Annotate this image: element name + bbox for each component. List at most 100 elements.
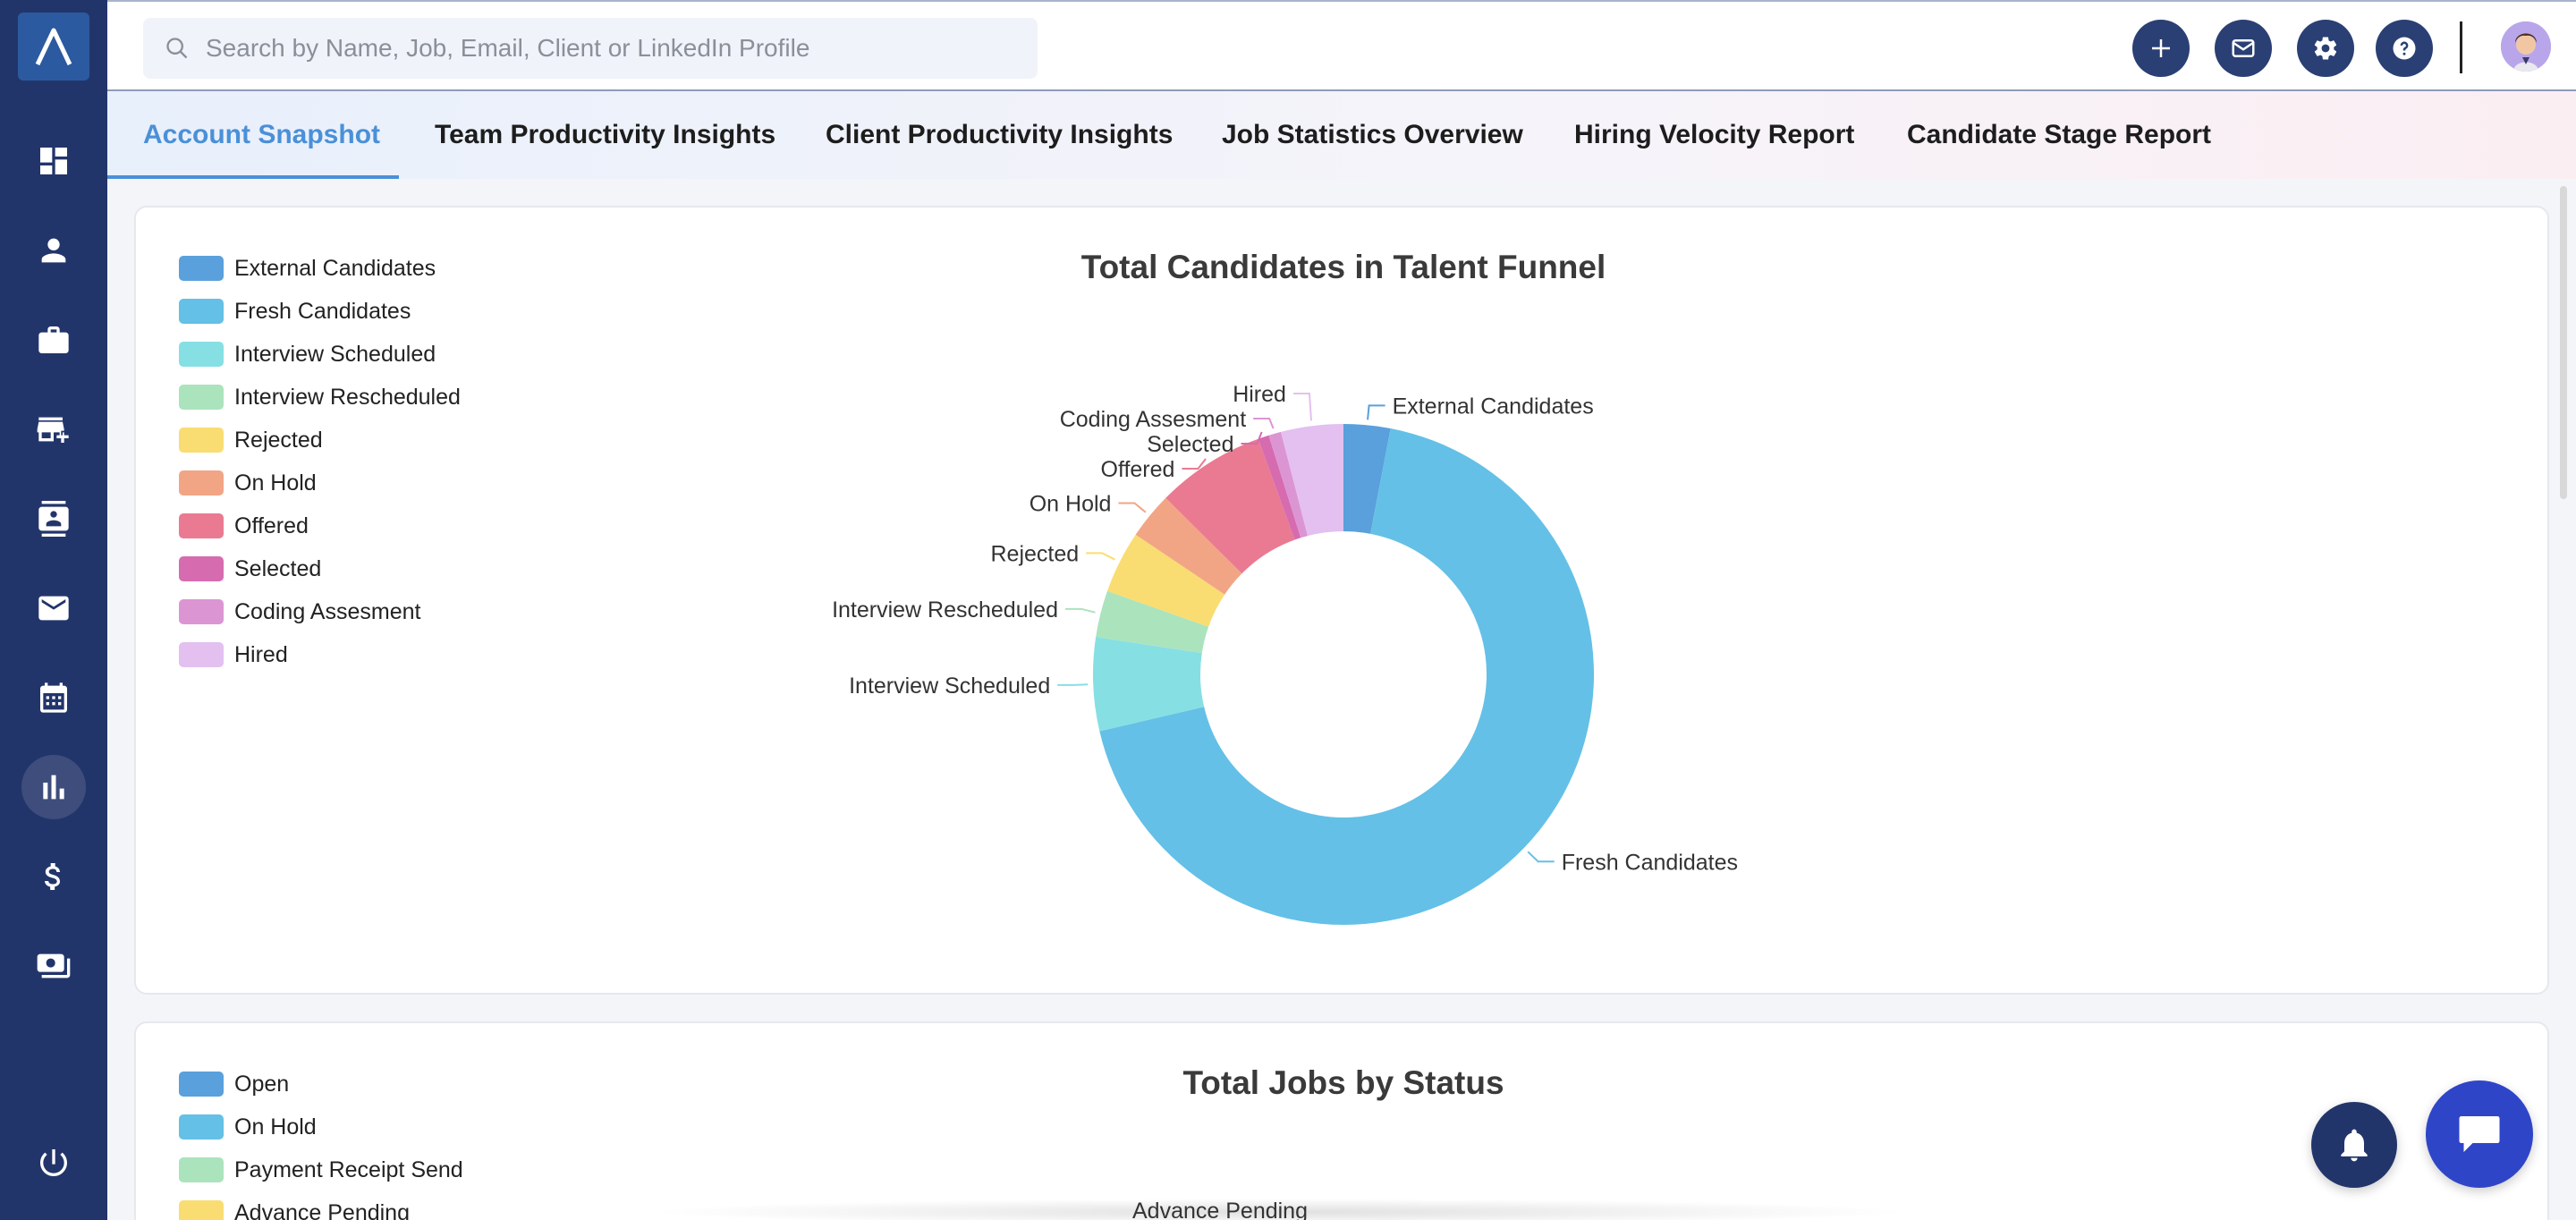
- legend-label: External Candidates: [234, 255, 436, 281]
- legend-item-rejected[interactable]: Rejected: [179, 419, 461, 462]
- chat-icon: [2459, 1116, 2500, 1152]
- mail-button[interactable]: [2215, 20, 2272, 77]
- slice-offered[interactable]: [1165, 438, 1295, 574]
- slice-coding-assesment[interactable]: [1268, 431, 1309, 538]
- slice-external-candidates[interactable]: [1343, 424, 1391, 534]
- settings-button[interactable]: [2297, 20, 2354, 77]
- report-tabs: Account Snapshot Team Productivity Insig…: [107, 91, 2576, 179]
- slice-fresh-candidates[interactable]: [1099, 428, 1594, 925]
- legend-item-open[interactable]: Open: [179, 1063, 463, 1106]
- legend-swatch: [179, 299, 224, 324]
- user-avatar[interactable]: [2501, 21, 2551, 72]
- avatar-icon: [2501, 21, 2551, 72]
- legend-label: Advance Pending: [234, 1199, 410, 1220]
- tab-account-snapshot[interactable]: Account Snapshot: [143, 120, 381, 149]
- page-scrollbar[interactable]: [2560, 186, 2569, 1215]
- global-search[interactable]: [143, 18, 1038, 79]
- legend-item-fresh-candidates[interactable]: Fresh Candidates: [179, 290, 461, 333]
- legend-item-on-hold[interactable]: On Hold: [179, 462, 461, 504]
- legend-item-payment-receipt-send[interactable]: Payment Receipt Send: [179, 1148, 463, 1191]
- sidebar-contacts-icon[interactable]: [21, 487, 86, 551]
- slice-label-fresh-candidates: Fresh Candidates: [1562, 850, 1738, 875]
- legend-swatch: [179, 642, 224, 667]
- legend-item-interview-rescheduled[interactable]: Interview Rescheduled: [179, 376, 461, 419]
- scroll-thumb[interactable]: [2560, 186, 2567, 499]
- chart-shadow: [644, 1199, 1914, 1220]
- legend-label: Interview Scheduled: [234, 341, 436, 367]
- legend-label: Fresh Candidates: [234, 298, 411, 324]
- talent-funnel-legend: External Candidates Fresh Candidates Inter…: [179, 247, 461, 676]
- legend-swatch: [179, 1157, 224, 1182]
- add-button[interactable]: [2132, 20, 2190, 77]
- legend-item-on-hold[interactable]: On Hold: [179, 1106, 463, 1148]
- chat-button[interactable]: [2426, 1080, 2533, 1188]
- sidebar-reports-icon[interactable]: [21, 755, 86, 819]
- leader-line-external-candidates: [1367, 404, 1385, 420]
- legend-item-selected[interactable]: Selected: [179, 547, 461, 590]
- legend-item-external-candidates[interactable]: External Candidates: [179, 247, 461, 290]
- slice-rejected[interactable]: [1106, 534, 1225, 627]
- jobs-status-legend: Open On Hold Payment Receipt Send Advance P…: [179, 1063, 463, 1220]
- plus-icon: [2152, 39, 2170, 57]
- tab-client-productivity-insights[interactable]: Client Productivity Insights: [826, 120, 1174, 149]
- sidebar-logout-icon[interactable]: [21, 1131, 86, 1195]
- leader-line-interview-scheduled: [1057, 683, 1089, 686]
- legend-swatch: [179, 556, 224, 581]
- tab-candidate-stage-report[interactable]: Candidate Stage Report: [1907, 120, 2212, 149]
- leader-line-on-hold: [1118, 502, 1147, 513]
- talent-funnel-donut: External Candidates Fresh Candidates Inter…: [832, 382, 1738, 925]
- legend-swatch: [179, 1200, 224, 1220]
- top-header: [107, 0, 2576, 91]
- legend-label: Payment Receipt Send: [234, 1156, 463, 1182]
- slice-label-selected: Selected: [1147, 432, 1233, 457]
- slice-label-hired: Hired: [1233, 382, 1286, 407]
- notifications-button[interactable]: [2311, 1102, 2397, 1188]
- legend-item-coding-assesment[interactable]: Coding Assesment: [179, 590, 461, 633]
- legend-item-advance-pending[interactable]: Advance Pending: [179, 1191, 463, 1220]
- sidebar-payments-icon[interactable]: [21, 934, 86, 998]
- legend-item-hired[interactable]: Hired: [179, 633, 461, 676]
- sidebar-dashboard-icon[interactable]: [21, 129, 86, 193]
- sidebar-jobs-icon[interactable]: [21, 308, 86, 372]
- search-icon: [166, 38, 188, 59]
- slice-label-coding-assesment: Coding Assesment: [1060, 407, 1247, 432]
- legend-swatch: [179, 513, 224, 538]
- gear-icon: [2314, 37, 2337, 60]
- sidebar-candidates-icon[interactable]: [21, 218, 86, 283]
- legend-label: Selected: [234, 555, 322, 581]
- bell-icon: [2341, 1129, 2368, 1162]
- slice-interview-scheduled[interactable]: [1092, 637, 1205, 732]
- slice-selected[interactable]: [1258, 435, 1301, 540]
- legend-swatch: [179, 385, 224, 410]
- legend-swatch: [179, 1072, 224, 1097]
- sidebar: [0, 0, 107, 1220]
- legend-label: Coding Assesment: [234, 598, 421, 624]
- tab-job-statistics-overview[interactable]: Job Statistics Overview: [1222, 120, 1523, 149]
- slice-on-hold[interactable]: [1135, 497, 1242, 595]
- talent-funnel-card: External Candidates Fresh Candidates Inter…: [134, 206, 2549, 995]
- talent-funnel-title: Total Candidates in Talent Funnel: [1080, 249, 1606, 285]
- slice-interview-rescheduled[interactable]: [1096, 590, 1209, 654]
- help-icon: [2393, 37, 2416, 60]
- jobs-status-card: Open On Hold Payment Receipt Send Advance P…: [134, 1021, 2549, 1220]
- legend-item-offered[interactable]: Offered: [179, 504, 461, 547]
- sidebar-calendar-icon[interactable]: [21, 665, 86, 730]
- tab-team-productivity-insights[interactable]: Team Productivity Insights: [435, 120, 776, 149]
- sidebar-mail-icon[interactable]: [21, 576, 86, 640]
- jobs-status-title: Total Jobs by Status: [1182, 1064, 1504, 1101]
- slice-hired[interactable]: [1281, 424, 1343, 537]
- sidebar-add-client-icon[interactable]: [21, 397, 86, 462]
- legend-label: On Hold: [234, 470, 317, 496]
- leader-line-rejected: [1086, 552, 1115, 561]
- mail-icon: [2232, 39, 2255, 57]
- leader-line-hired: [1292, 393, 1312, 421]
- sidebar-billing-icon[interactable]: [21, 844, 86, 909]
- search-input[interactable]: [206, 34, 1011, 63]
- header-divider: [2460, 21, 2462, 73]
- app-logo[interactable]: [18, 13, 89, 80]
- help-button[interactable]: [2376, 20, 2433, 77]
- slice-label-offered: Offered: [1101, 457, 1175, 482]
- tab-hiring-velocity-report[interactable]: Hiring Velocity Report: [1574, 120, 1855, 149]
- leader-line-coding-assesment: [1253, 418, 1275, 429]
- legend-item-interview-scheduled[interactable]: Interview Scheduled: [179, 333, 461, 376]
